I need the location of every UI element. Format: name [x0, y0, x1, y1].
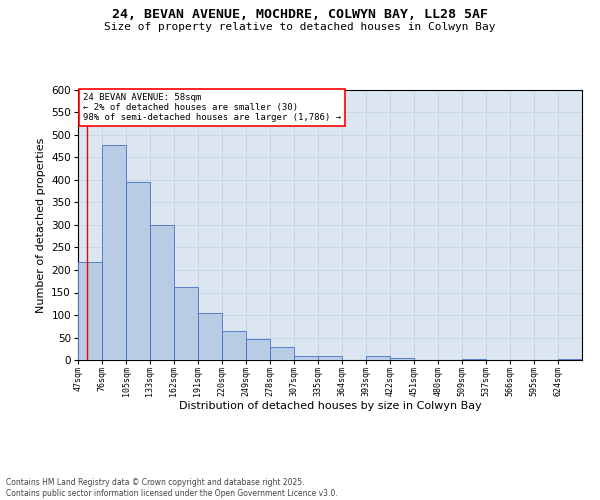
Text: Size of property relative to detached houses in Colwyn Bay: Size of property relative to detached ho…	[104, 22, 496, 32]
Bar	[462, 358, 487, 360]
Bar	[102, 145, 126, 360]
Text: Contains HM Land Registry data © Crown copyright and database right 2025.
Contai: Contains HM Land Registry data © Crown c…	[6, 478, 338, 498]
Bar	[317, 356, 341, 360]
Bar	[149, 224, 173, 360]
Text: 24, BEVAN AVENUE, MOCHDRE, COLWYN BAY, LL28 5AF: 24, BEVAN AVENUE, MOCHDRE, COLWYN BAY, L…	[112, 8, 488, 20]
Bar	[198, 313, 222, 360]
Y-axis label: Number of detached properties: Number of detached properties	[36, 138, 46, 312]
Bar	[390, 358, 414, 360]
Bar	[126, 182, 151, 360]
X-axis label: Distribution of detached houses by size in Colwyn Bay: Distribution of detached houses by size …	[179, 401, 481, 411]
Bar	[173, 286, 198, 360]
Bar	[558, 358, 582, 360]
Bar	[270, 346, 294, 360]
Bar	[78, 262, 102, 360]
Bar	[366, 356, 390, 360]
Bar	[294, 356, 319, 360]
Text: 24 BEVAN AVENUE: 58sqm
← 2% of detached houses are smaller (30)
98% of semi-deta: 24 BEVAN AVENUE: 58sqm ← 2% of detached …	[83, 92, 341, 122]
Bar	[246, 339, 270, 360]
Bar	[222, 331, 246, 360]
